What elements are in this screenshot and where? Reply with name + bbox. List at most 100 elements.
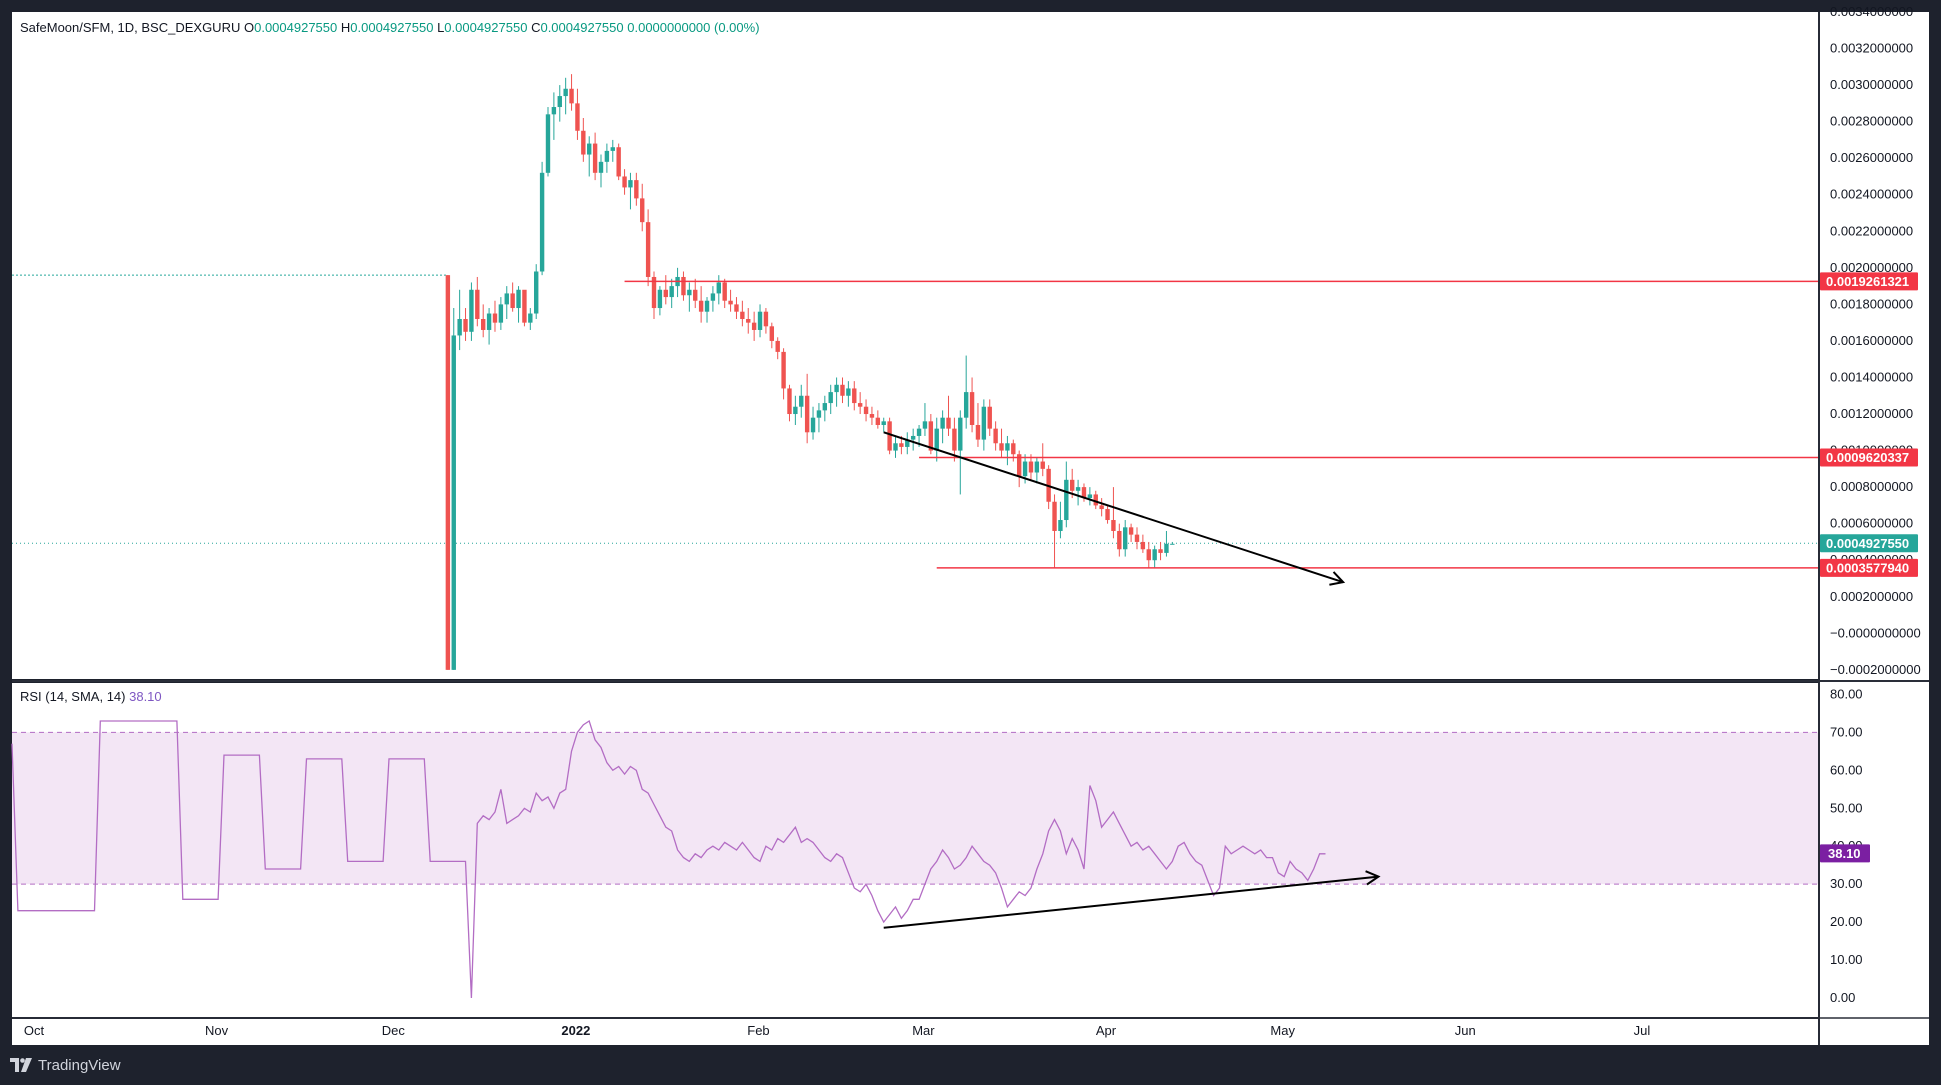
legend-open: 0.0004927550 bbox=[254, 20, 338, 35]
time-axis-tick: 2022 bbox=[561, 1023, 590, 1038]
candle-body bbox=[1105, 509, 1110, 521]
candle-body bbox=[1028, 461, 1034, 473]
footer: TradingView bbox=[10, 1054, 121, 1076]
candle-body bbox=[698, 300, 704, 312]
price-axis-tick: −0.0002000000 bbox=[1830, 662, 1921, 677]
price-axis-tick: 0.0024000000 bbox=[1830, 187, 1913, 202]
candle-body bbox=[516, 289, 521, 309]
candle-body bbox=[963, 392, 969, 418]
candle-body bbox=[840, 384, 845, 396]
time-axis-tick: Dec bbox=[382, 1023, 406, 1038]
candle-body bbox=[1134, 534, 1140, 542]
candle-body bbox=[740, 311, 745, 320]
candle-body bbox=[1093, 494, 1098, 506]
candle-body bbox=[657, 289, 663, 309]
candle-body bbox=[1016, 454, 1022, 477]
candle-body bbox=[804, 395, 810, 433]
candle-body bbox=[504, 293, 509, 305]
candle-body bbox=[534, 271, 539, 314]
rsi-axis-tick: 0.00 bbox=[1830, 990, 1855, 1005]
legend-close-label: C bbox=[531, 20, 541, 35]
legend-open-label: O bbox=[243, 20, 255, 35]
rsi-axis-tick: 80.00 bbox=[1830, 686, 1863, 701]
candle-body bbox=[569, 88, 574, 104]
candle-body bbox=[475, 289, 480, 320]
legend-low-label: L bbox=[437, 20, 445, 35]
candle-body bbox=[922, 421, 928, 429]
candle-body bbox=[1081, 487, 1087, 499]
time-axis-tick: Mar bbox=[912, 1023, 935, 1038]
level-price-tag: 0.0003577940 bbox=[1826, 560, 1909, 575]
candle-body bbox=[910, 435, 916, 440]
candle-body bbox=[563, 88, 568, 97]
candle-body bbox=[640, 198, 645, 223]
candle-body bbox=[1146, 549, 1151, 561]
candle-body bbox=[587, 143, 592, 155]
candle-body bbox=[746, 319, 751, 323]
candle-body bbox=[875, 417, 881, 425]
candle-body bbox=[598, 161, 604, 173]
candle-body bbox=[969, 392, 975, 425]
candle-body bbox=[893, 443, 898, 451]
price-axis-tick: 0.0030000000 bbox=[1830, 77, 1913, 92]
candle-body bbox=[622, 176, 627, 188]
candle-body bbox=[592, 143, 598, 173]
price-trend-line bbox=[883, 431, 1344, 584]
candle-body bbox=[557, 96, 562, 108]
rsi-value-tag: 38.10 bbox=[1828, 846, 1861, 861]
candle-body bbox=[722, 282, 727, 301]
candle-body bbox=[1064, 479, 1069, 521]
footer-brand[interactable]: TradingView bbox=[38, 1056, 121, 1074]
candle-body bbox=[946, 417, 951, 429]
candle-body bbox=[645, 222, 651, 277]
candle-body bbox=[928, 421, 934, 451]
candle-body bbox=[510, 293, 515, 309]
legend-symbol[interactable]: SafeMoon/SFM, 1D, BSC_DEXGURU bbox=[20, 20, 241, 35]
time-axis-bg bbox=[12, 1019, 1818, 1045]
candle-body bbox=[1075, 487, 1081, 491]
rsi-legend-label[interactable]: RSI (14, SMA, 14) bbox=[20, 689, 126, 704]
price-axis-tick: 0.0006000000 bbox=[1830, 516, 1913, 531]
price-axis-tick: 0.0028000000 bbox=[1830, 114, 1913, 129]
candle-body bbox=[828, 392, 833, 404]
rsi-band bbox=[12, 731, 1818, 885]
candle-body bbox=[887, 421, 892, 451]
candle-body bbox=[810, 417, 816, 433]
axes: 0.0034000000 0.0032000000 0.0030000000 0.00… bbox=[24, 4, 1921, 1038]
candle-body bbox=[1005, 443, 1010, 451]
legend-low: 0.0004927550 bbox=[444, 20, 528, 35]
candle-body bbox=[781, 351, 786, 389]
time-axis-tick: Oct bbox=[24, 1023, 45, 1038]
candle-body bbox=[687, 289, 692, 296]
candle-body bbox=[1170, 543, 1175, 545]
legend-high: 0.0004927550 bbox=[350, 20, 434, 35]
price-axis-tick: −0.0000000000 bbox=[1830, 625, 1921, 640]
candle-body bbox=[716, 282, 721, 294]
candle-body bbox=[916, 428, 922, 436]
drawings[interactable] bbox=[624, 280, 1818, 929]
time-axis-tick: Jul bbox=[1634, 1023, 1651, 1038]
level-price-tag-bg bbox=[1820, 558, 1918, 577]
price-axis-tick: 0.0032000000 bbox=[1830, 41, 1913, 56]
rsi-band-fill bbox=[12, 732, 1818, 885]
candle-body bbox=[905, 439, 910, 447]
candle-body bbox=[1011, 443, 1016, 455]
level-price-tag-bg bbox=[1820, 448, 1918, 467]
candle-body bbox=[952, 428, 957, 451]
candle-body bbox=[539, 172, 545, 272]
candle-body bbox=[681, 276, 686, 296]
candle-body bbox=[528, 313, 533, 323]
candle-body bbox=[881, 421, 886, 425]
candle-body bbox=[816, 410, 822, 418]
candle-body bbox=[469, 289, 474, 332]
last-price-tag-bg bbox=[1820, 534, 1918, 553]
candle-body bbox=[846, 388, 851, 396]
rsi-trend-line-arrowhead bbox=[1365, 870, 1381, 886]
candle-body bbox=[857, 403, 863, 407]
candle-body bbox=[481, 319, 486, 330]
candle-body bbox=[993, 428, 998, 444]
rsi-axis-tick: 10.00 bbox=[1830, 952, 1863, 967]
candle-body bbox=[604, 150, 610, 162]
